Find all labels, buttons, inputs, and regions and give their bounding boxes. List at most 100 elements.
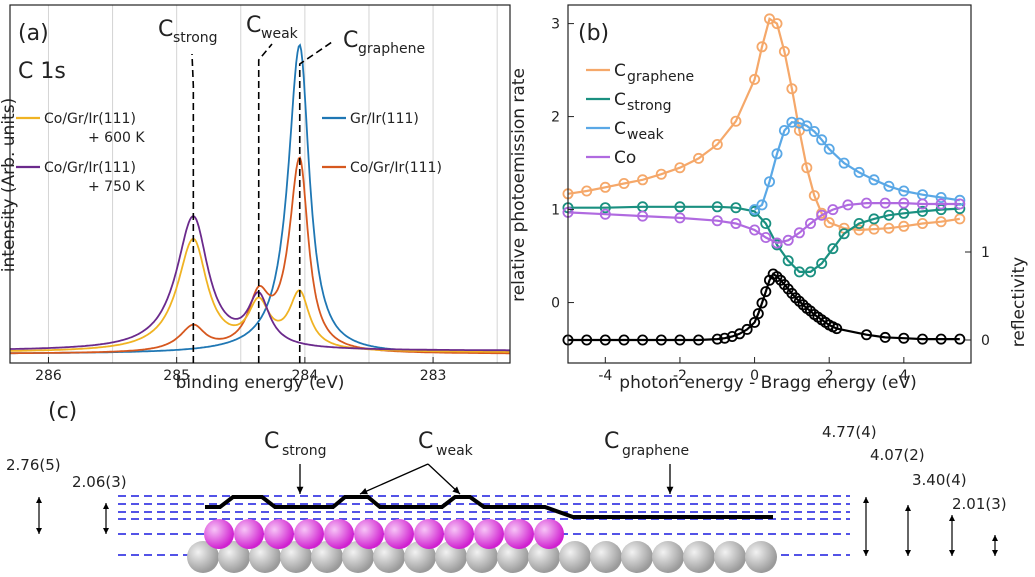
- data-point: [823, 217, 835, 229]
- iridium-atom: [559, 541, 591, 573]
- data-point: [756, 297, 768, 309]
- data-point: [752, 308, 764, 320]
- x-tick-label: -2: [673, 368, 687, 384]
- data-point: [655, 168, 667, 180]
- panel-b-ylabel-right: reflectivity: [1009, 257, 1029, 348]
- dim-3-40-bottom: [949, 550, 955, 556]
- data-point: [726, 330, 738, 342]
- data-point: [719, 332, 731, 344]
- data-point: [935, 216, 947, 228]
- data-point: [764, 176, 776, 188]
- data-point: [842, 199, 854, 211]
- data-point: [760, 217, 772, 229]
- y-right-tick-label: 0: [981, 333, 990, 349]
- iridium-atom: [280, 541, 312, 573]
- data-point: [599, 208, 611, 220]
- data-point: [637, 210, 649, 222]
- iridium-atom: [590, 541, 622, 573]
- data-point: [868, 223, 880, 235]
- panel-b-legend: C graphene C strong C weak Co: [586, 61, 694, 168]
- cobalt-atom: [354, 519, 384, 549]
- data-point: [749, 73, 761, 85]
- data-point: [838, 157, 850, 169]
- data-point: [711, 201, 723, 213]
- data-point: [827, 243, 839, 255]
- data-point: [655, 334, 667, 346]
- core-level-label: C 1s: [18, 59, 66, 84]
- data-point: [778, 46, 790, 58]
- data-point: [853, 224, 865, 236]
- series-fit-3: [567, 202, 960, 245]
- dim-4-07-bottom: [905, 550, 911, 556]
- label-arrows: [296, 463, 674, 495]
- iridium-atom: [187, 541, 219, 573]
- panel-a-frame: [9, 4, 511, 364]
- data-point: [954, 198, 966, 210]
- data-point: [879, 197, 891, 209]
- distance-2-76: 2.76(5): [6, 456, 61, 474]
- panel-c-label: (c): [48, 399, 77, 424]
- distance-arrows: [36, 497, 998, 556]
- data-point: [898, 207, 910, 219]
- series-fit-2: [754, 121, 960, 211]
- legend-600k-line1: Co/Gr/Ir(111): [44, 111, 136, 127]
- iridium-atom: [714, 541, 746, 573]
- data-point: [898, 197, 910, 209]
- peak-label-c-graphene: C graphene: [343, 28, 425, 57]
- x-tick-label: -4: [598, 368, 612, 384]
- data-point: [883, 209, 895, 221]
- cobalt-atom: [444, 519, 474, 549]
- data-point: [808, 190, 820, 202]
- panel-b-ylabel: relative photoemission rate: [509, 68, 529, 302]
- panel-b-frame: [567, 4, 972, 364]
- peak-label-c-strong-sub: strong: [173, 30, 218, 46]
- iridium-atom: [745, 541, 777, 573]
- legend-c-graphene-main: C: [614, 61, 626, 81]
- data-point: [954, 213, 966, 225]
- panel-a: 286 285 284 283 (a) C 1s binding energy (eV…: [0, 4, 511, 393]
- x-tick-label: 285: [163, 368, 190, 384]
- legend-c-weak: C weak: [586, 119, 665, 143]
- data-point: [805, 266, 817, 278]
- peak-label-c-weak-main: C: [246, 13, 261, 38]
- cobalt-atom: [264, 519, 294, 549]
- iridium-atom: [497, 541, 529, 573]
- x-tick-label: 4: [899, 368, 908, 384]
- data-point: [771, 18, 783, 30]
- cobalt-atom: [474, 519, 504, 549]
- data-point: [637, 334, 649, 346]
- data-point: [730, 115, 742, 127]
- legend-c-strong-main: C: [614, 90, 626, 110]
- data-point: [954, 333, 966, 345]
- data-point: [786, 83, 798, 95]
- panel-a-grid: [47, 5, 498, 363]
- data-point: [861, 197, 873, 209]
- data-point: [674, 201, 686, 213]
- dim-2-01-top: [992, 535, 998, 541]
- data-point: [778, 125, 790, 137]
- data-point: [917, 217, 929, 229]
- legend-750k: Co/Gr/Ir(111) + 750 K: [16, 160, 145, 195]
- panel-b-series: [562, 13, 966, 346]
- peak-label-c-graphene-sub: graphene: [358, 41, 425, 57]
- series-line-3: [10, 215, 510, 352]
- data-point: [793, 266, 805, 278]
- x-tick-label: 0: [750, 368, 759, 384]
- data-point: [581, 185, 593, 197]
- legend-gr-label: Gr/Ir(111): [350, 111, 419, 127]
- arrow-c-weak-1: [359, 463, 429, 495]
- iridium-atom: [683, 541, 715, 573]
- data-point: [853, 166, 865, 178]
- data-point: [898, 185, 910, 197]
- cobalt-atom: [294, 519, 324, 549]
- series-line-2: [10, 237, 510, 353]
- legend-c-weak-sub: weak: [627, 127, 665, 143]
- data-point: [674, 162, 686, 174]
- legend-600k: Co/Gr/Ir(111) + 600 K: [16, 111, 145, 146]
- data-point: [693, 334, 705, 346]
- label-c-graphene-main: C: [604, 429, 619, 454]
- cobalt-atom: [384, 519, 414, 549]
- data-point: [898, 332, 910, 344]
- iridium-atom: [652, 541, 684, 573]
- data-point: [711, 138, 723, 150]
